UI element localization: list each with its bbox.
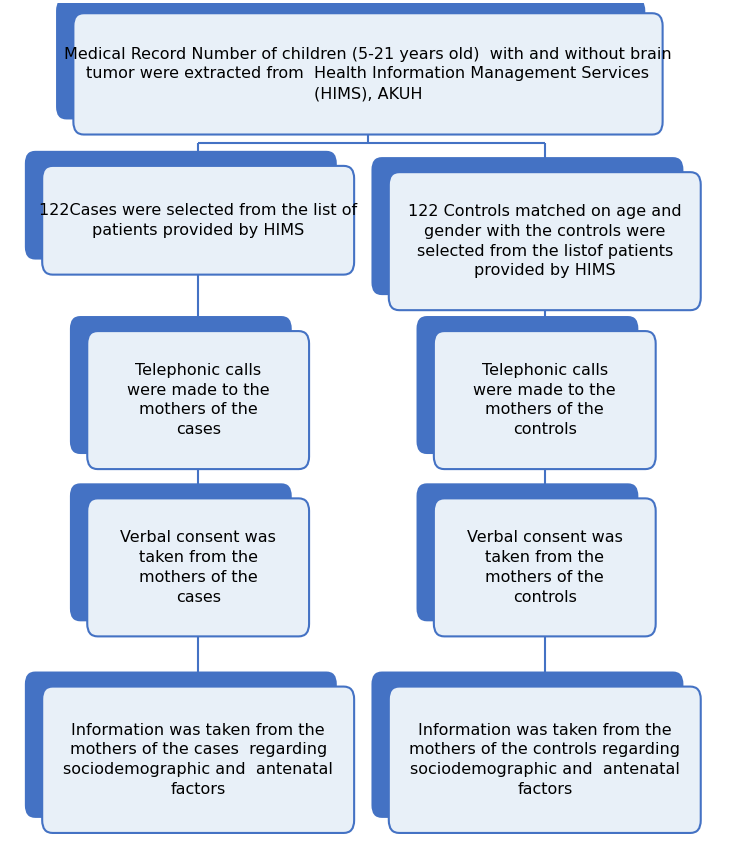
Text: Information was taken from the
mothers of the controls regarding
sociodemographi: Information was taken from the mothers o… xyxy=(409,722,680,797)
FancyBboxPatch shape xyxy=(434,498,656,637)
FancyBboxPatch shape xyxy=(88,498,309,637)
FancyBboxPatch shape xyxy=(434,331,656,469)
Text: Telephonic calls
were made to the
mothers of the
cases: Telephonic calls were made to the mother… xyxy=(127,363,269,437)
FancyBboxPatch shape xyxy=(56,0,645,120)
Text: Telephonic calls
were made to the
mothers of the
controls: Telephonic calls were made to the mother… xyxy=(473,363,616,437)
FancyBboxPatch shape xyxy=(372,157,684,295)
Text: Medical Record Number of children (5-21 years old)  with and without brain
tumor: Medical Record Number of children (5-21 … xyxy=(64,46,672,101)
FancyBboxPatch shape xyxy=(372,672,684,818)
FancyBboxPatch shape xyxy=(417,316,638,454)
FancyBboxPatch shape xyxy=(25,672,337,818)
FancyBboxPatch shape xyxy=(70,316,291,454)
Text: Verbal consent was
taken from the
mothers of the
controls: Verbal consent was taken from the mother… xyxy=(467,530,623,605)
FancyBboxPatch shape xyxy=(417,483,638,621)
FancyBboxPatch shape xyxy=(70,483,291,621)
FancyBboxPatch shape xyxy=(74,13,662,135)
Text: 122Cases were selected from the list of
patients provided by HIMS: 122Cases were selected from the list of … xyxy=(39,203,357,237)
FancyBboxPatch shape xyxy=(88,331,309,469)
Text: 122 Controls matched on age and
gender with the controls were
selected from the : 122 Controls matched on age and gender w… xyxy=(408,204,682,279)
FancyBboxPatch shape xyxy=(389,172,701,310)
Text: Information was taken from the
mothers of the cases  regarding
sociodemographic : Information was taken from the mothers o… xyxy=(63,722,333,797)
FancyBboxPatch shape xyxy=(389,686,701,833)
FancyBboxPatch shape xyxy=(42,686,354,833)
Text: Verbal consent was
taken from the
mothers of the
cases: Verbal consent was taken from the mother… xyxy=(120,530,276,605)
FancyBboxPatch shape xyxy=(25,151,337,259)
FancyBboxPatch shape xyxy=(42,166,354,274)
